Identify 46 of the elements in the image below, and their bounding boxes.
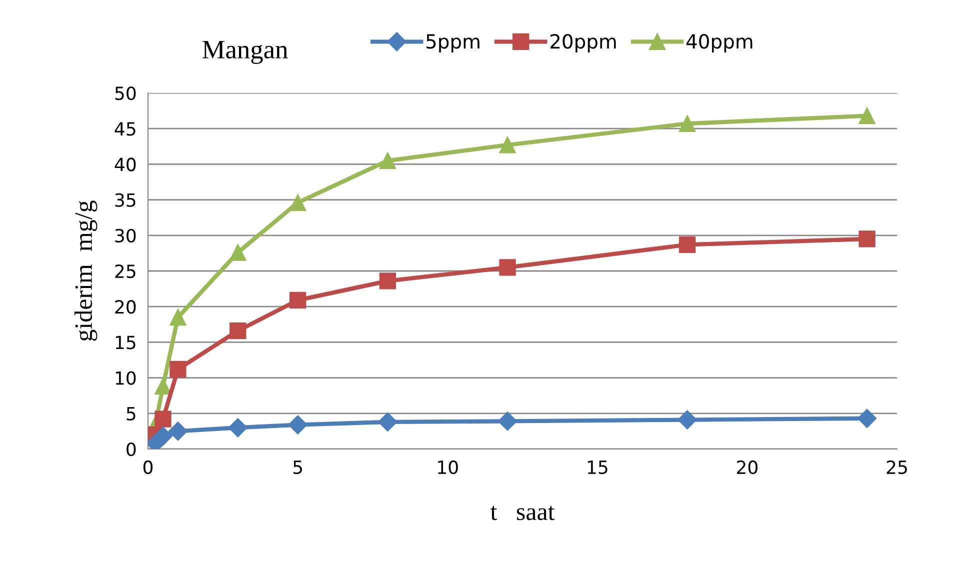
- point: [379, 272, 396, 290]
- point: [170, 360, 186, 378]
- legend-label: 5ppm: [426, 34, 480, 52]
- point: [378, 412, 398, 432]
- point: [858, 107, 876, 124]
- point: [858, 408, 877, 428]
- legend-label: 40ppm: [686, 34, 752, 52]
- point: [228, 418, 248, 438]
- y-tick-label: 50: [115, 86, 136, 100]
- point: [678, 410, 697, 430]
- y-axis-title: giderim mg/g: [74, 200, 98, 341]
- y-tick-label: 35: [115, 193, 136, 207]
- point: [499, 259, 516, 276]
- y-tick-label: 25: [115, 264, 136, 278]
- point: [230, 244, 246, 261]
- y-tick-label: 30: [115, 228, 136, 243]
- point: [499, 136, 516, 154]
- point: [154, 378, 172, 395]
- chart-title: Mangan: [202, 40, 288, 64]
- y-tick-label: 10: [116, 371, 136, 385]
- y-tick-label: 15: [116, 336, 136, 350]
- y-tick-label: 5: [126, 407, 136, 421]
- x-tick-label: 15: [588, 460, 608, 474]
- point: [170, 308, 186, 326]
- point: [379, 152, 396, 169]
- y-tick-label: 20: [115, 300, 136, 314]
- point: [168, 422, 188, 441]
- y-tick-label: 40: [114, 158, 136, 172]
- point: [678, 236, 696, 253]
- y-tick-label: 45: [114, 122, 136, 136]
- y-tick-label: 0: [126, 442, 136, 456]
- x-tick-label: 10: [438, 460, 458, 474]
- x-tick-label: 20: [737, 460, 758, 474]
- point: [154, 410, 172, 428]
- point: [498, 412, 518, 431]
- point: [288, 415, 308, 434]
- point: [230, 322, 246, 340]
- point: [289, 292, 306, 309]
- x-axis-title: t saat: [490, 506, 555, 520]
- point: [289, 194, 306, 211]
- point: [678, 115, 696, 132]
- x-tick-label: 5: [293, 460, 302, 474]
- x-tick-label: 0: [143, 460, 153, 474]
- x-tick-label: 25: [886, 460, 907, 474]
- legend-label: 20ppm: [550, 34, 616, 52]
- point: [858, 230, 876, 248]
